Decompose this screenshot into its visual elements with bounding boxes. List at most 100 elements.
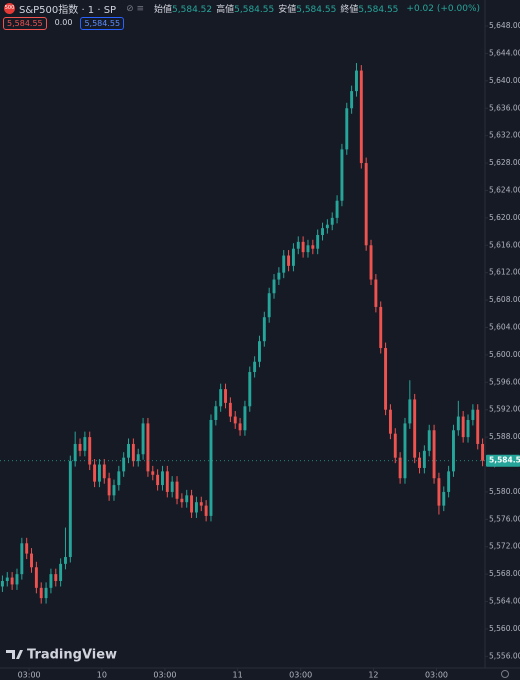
candle-body — [88, 437, 92, 465]
y-tick-label: 5,624.00 — [489, 185, 520, 194]
candle-body — [393, 433, 397, 458]
x-tick-label: 03:00 — [18, 671, 41, 680]
candle-body — [136, 454, 140, 462]
ohlc-label: 始値 — [154, 5, 173, 15]
candle-body — [345, 108, 349, 150]
candle-body — [427, 430, 431, 451]
spread-badge: 0.00 — [54, 18, 73, 27]
candle-body — [228, 402, 232, 417]
y-tick-label: 5,596.00 — [489, 377, 520, 386]
candle-body — [296, 241, 300, 249]
candle-body — [49, 574, 53, 588]
candle-body — [219, 389, 223, 407]
candle-body — [44, 587, 48, 599]
candle-body — [471, 409, 475, 420]
y-tick-label: 5,604.00 — [489, 322, 520, 331]
candle-body — [93, 464, 97, 482]
y-tick-label: 5,644.00 — [489, 48, 520, 57]
y-tick-label: 5,616.00 — [489, 240, 520, 249]
candle-body — [214, 406, 218, 420]
settings-icon[interactable] — [501, 670, 509, 678]
candle-body — [282, 255, 286, 273]
candle-body — [146, 423, 150, 472]
y-tick-label: 5,564.00 — [489, 597, 520, 606]
y-tick-label: 5,648.00 — [489, 21, 520, 30]
candle-body — [112, 485, 116, 496]
candle-body — [20, 543, 24, 575]
candle-body — [466, 419, 470, 438]
y-tick-label: 5,612.00 — [489, 268, 520, 277]
candle-body — [97, 464, 101, 482]
candle-body — [316, 234, 320, 249]
candle-body — [481, 443, 485, 461]
candle-body — [204, 505, 208, 516]
y-tick-label: 5,640.00 — [489, 76, 520, 85]
candle-body — [476, 409, 480, 444]
candle-body — [170, 481, 174, 492]
candle-body — [161, 471, 164, 486]
candle-body — [122, 457, 126, 472]
candle-body — [335, 200, 339, 218]
candle-body — [238, 423, 242, 431]
ask-badge: 5,584.55 — [80, 17, 125, 30]
candle-body — [447, 471, 451, 492]
candle-body — [325, 224, 329, 229]
ohlc-label: 安値 — [278, 5, 297, 15]
candle-body — [209, 419, 213, 516]
y-tick-label: 5,620.00 — [489, 213, 520, 222]
candle-body — [359, 70, 363, 164]
y-tick-label: 5,580.00 — [489, 487, 520, 496]
ohlc-value: 5,584.55 — [358, 5, 399, 15]
candle-body — [418, 457, 421, 468]
candle-body — [291, 248, 295, 266]
candle-body — [437, 478, 441, 506]
candle-body — [59, 563, 63, 581]
ohlc-value: 5,584.52 — [172, 5, 213, 15]
candle-body — [456, 416, 460, 431]
ohlc: 始値5,584.52 高値5,584.55 安値5,584.55 終値5,584.55 — [154, 2, 402, 15]
candle-body — [175, 481, 179, 499]
candle-body — [39, 587, 43, 599]
candle-body — [369, 245, 373, 280]
candle-body — [301, 241, 305, 253]
candle-body — [64, 557, 67, 564]
candle-body — [5, 577, 9, 581]
candle-body — [306, 245, 310, 253]
y-tick-label: 5,592.00 — [489, 405, 520, 414]
candle-body — [141, 423, 145, 455]
candle-body — [224, 389, 227, 403]
candle-body — [432, 430, 436, 479]
candle-body — [311, 245, 315, 249]
legend-header: 500 S&P500指数 · 1 · SP ⊘ ≡ 始値5,584.52 高値5,… — [4, 1, 480, 16]
candle-body — [452, 430, 455, 472]
candle-body — [107, 478, 111, 496]
y-tick-label: 5,588.00 — [489, 432, 520, 441]
candle-body — [78, 443, 82, 451]
candle-body — [83, 437, 87, 451]
last-price-box — [486, 454, 520, 467]
candle-body — [190, 495, 194, 513]
candle-body — [185, 495, 189, 503]
y-tick-label: 5,632.00 — [489, 131, 520, 140]
ohlc-value: 5,584.55 — [234, 5, 275, 15]
candle-body — [340, 149, 344, 201]
candle-body — [127, 443, 130, 458]
x-tick-label: 03:00 — [153, 671, 176, 680]
candle-body — [388, 409, 392, 434]
candle-body — [54, 574, 58, 581]
candle-body — [68, 461, 72, 558]
candle-body — [15, 574, 19, 585]
controls[interactable]: ⊘ ≡ — [126, 3, 145, 14]
candle-body — [422, 450, 426, 468]
candle-body — [117, 471, 121, 486]
candle-body — [262, 317, 266, 342]
candle-body — [131, 443, 135, 462]
candle-body — [30, 553, 33, 568]
logo-text: TradingView — [27, 648, 117, 663]
logo: TradingView — [6, 648, 117, 663]
candle-body — [355, 70, 358, 92]
x-tick-label: 12 — [368, 671, 378, 680]
candle-body — [34, 567, 38, 588]
y-tick-label: 5,576.00 — [489, 514, 520, 523]
